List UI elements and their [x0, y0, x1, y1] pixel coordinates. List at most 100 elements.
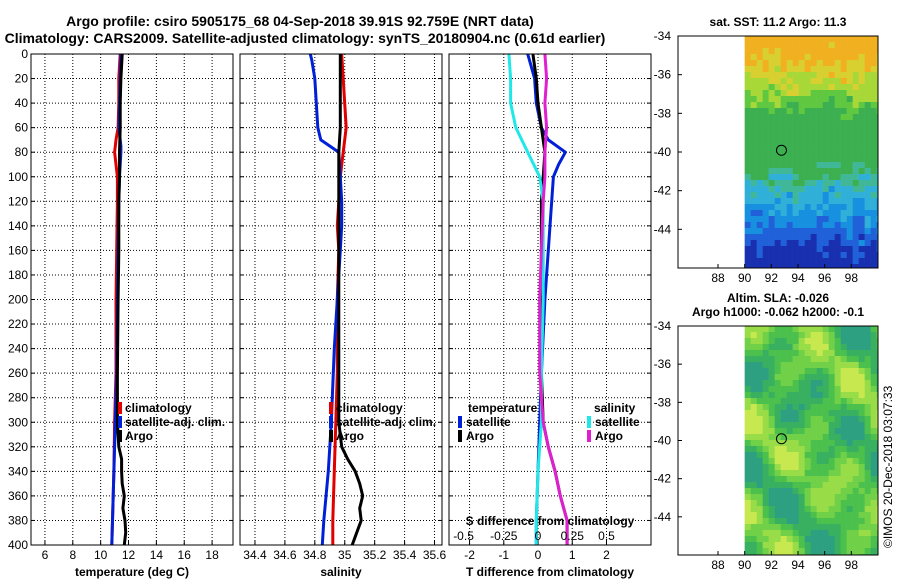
legend-header-salinity: salinity	[594, 401, 636, 415]
x-tick-label: 1	[569, 548, 576, 562]
map-cell	[834, 392, 841, 399]
map-cell	[786, 416, 793, 423]
map-cell	[834, 416, 841, 423]
map-cell	[750, 66, 757, 73]
x-tick-label: 10	[94, 548, 108, 562]
map-cell	[840, 156, 847, 163]
map-cell	[780, 548, 787, 555]
map-cell	[804, 536, 811, 543]
map-cell	[768, 60, 775, 67]
map-cell	[750, 198, 757, 205]
map-cell	[810, 198, 817, 205]
map-cell	[750, 482, 757, 489]
map-cell	[768, 240, 775, 247]
map-cell	[852, 108, 859, 115]
map-cell	[846, 542, 853, 549]
map-cell	[858, 500, 865, 507]
map-cell	[816, 168, 823, 175]
map-cell	[768, 180, 775, 187]
map-cell	[792, 120, 799, 127]
map-cell	[786, 422, 793, 429]
map-cell	[828, 72, 835, 79]
sla-map-subtitle: Argo h1000: -0.062 h2000: -0.1	[692, 305, 864, 319]
map-cell	[774, 216, 781, 223]
map-cell	[816, 512, 823, 519]
map-cell	[786, 150, 793, 157]
map-cell	[768, 66, 775, 73]
map-cell	[858, 530, 865, 537]
map-cell	[756, 42, 763, 49]
map-cell	[804, 428, 811, 435]
map-cell	[876, 440, 879, 447]
map-cell	[864, 422, 871, 429]
map-cell	[810, 162, 817, 169]
map-cell	[864, 162, 871, 169]
map-cell	[810, 350, 817, 357]
top-tick-label: 0.5	[598, 529, 615, 543]
map-cell	[822, 548, 829, 555]
map-cell	[840, 96, 847, 103]
map-cell	[768, 332, 775, 339]
map-cell	[768, 434, 775, 441]
map-cell	[762, 228, 769, 235]
map-cell	[864, 344, 871, 351]
map-cell	[870, 380, 877, 387]
map-cell	[870, 518, 877, 525]
map-cell	[828, 84, 835, 91]
map-cell	[870, 138, 877, 145]
map-cell	[828, 374, 835, 381]
lat-tick-label: -40	[654, 434, 672, 448]
map-cell	[840, 210, 847, 217]
map-cell	[762, 66, 769, 73]
map-cell	[786, 434, 793, 441]
map-cell	[858, 84, 865, 91]
map-cell	[750, 518, 757, 525]
map-cell	[822, 530, 829, 537]
map-cell	[834, 192, 841, 199]
depth-tick-label: 180	[8, 268, 28, 282]
map-cell	[828, 192, 835, 199]
x-axis-label: T difference from climatology	[466, 565, 634, 579]
map-cell	[828, 464, 835, 471]
map-cell	[858, 506, 865, 513]
lon-tick-label: 88	[711, 558, 725, 572]
map-cell	[840, 524, 847, 531]
map-cell	[876, 326, 879, 333]
lat-tick-label: -38	[654, 395, 672, 409]
map-cell	[780, 210, 787, 217]
map-cell	[774, 416, 781, 423]
map-cell	[774, 168, 781, 175]
map-cell	[792, 228, 799, 235]
map-cell	[846, 386, 853, 393]
map-cell	[792, 488, 799, 495]
map-cell	[768, 374, 775, 381]
series-line-argo	[337, 54, 365, 546]
map-cell	[780, 428, 787, 435]
map-cell	[858, 344, 865, 351]
map-cell	[774, 48, 781, 55]
map-cell	[840, 434, 847, 441]
map-cell	[774, 108, 781, 115]
map-cell	[846, 356, 853, 363]
map-cell	[774, 102, 781, 109]
map-cell	[816, 356, 823, 363]
map-cell	[816, 416, 823, 423]
map-cell	[768, 222, 775, 229]
map-cell	[804, 410, 811, 417]
map-cell	[870, 374, 877, 381]
map-cell	[810, 512, 817, 519]
map-cell	[768, 120, 775, 127]
map-cell	[792, 392, 799, 399]
map-cell	[858, 90, 865, 97]
map-cell	[852, 356, 859, 363]
map-cell	[744, 476, 751, 483]
map-cell	[828, 536, 835, 543]
map-cell	[834, 108, 841, 115]
map-cell	[768, 102, 775, 109]
map-cell	[840, 48, 847, 55]
map-cell	[762, 42, 769, 49]
map-cell	[762, 240, 769, 247]
map-cell	[864, 156, 871, 163]
map-cell	[822, 72, 829, 79]
map-cell	[750, 120, 757, 127]
